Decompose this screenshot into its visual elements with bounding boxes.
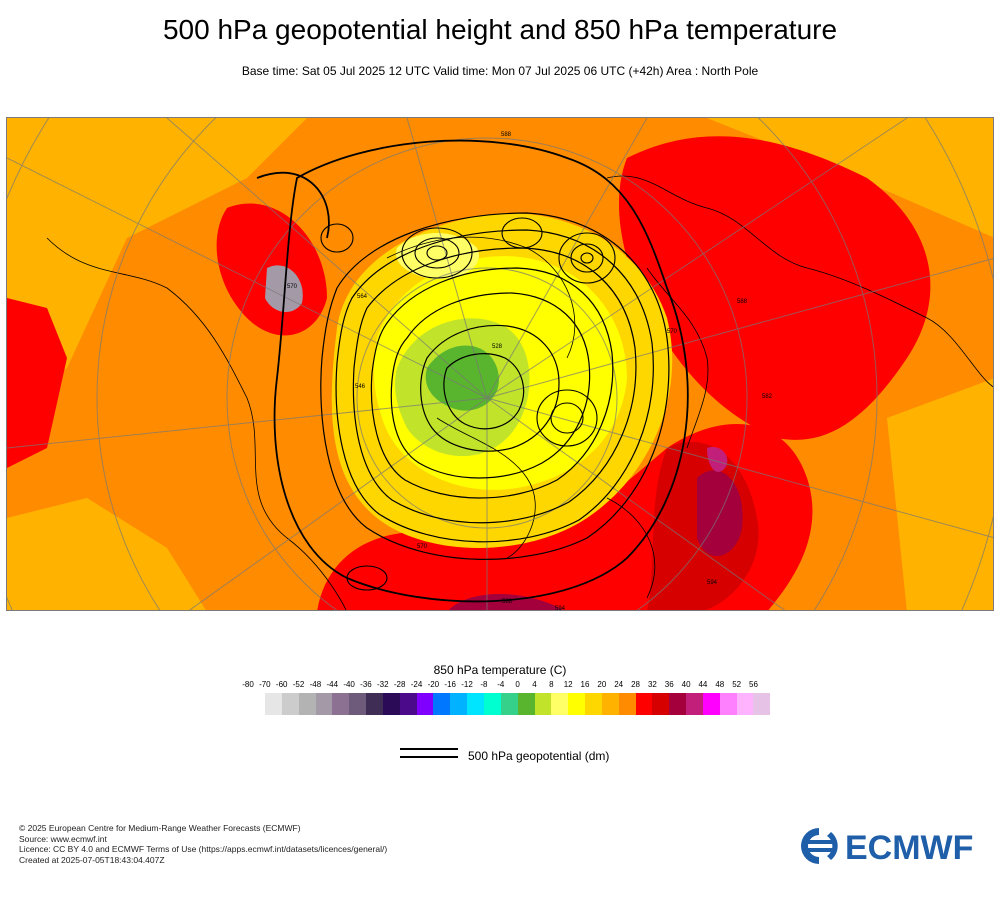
colorbar-tick-label: 44 [698, 680, 708, 689]
contour-label: 594 [555, 606, 566, 611]
colorbar-tick-label: -36 [360, 680, 372, 689]
colorbar-swatch [753, 693, 771, 715]
colorbar-swatch [366, 693, 383, 715]
colorbar-swatch [315, 693, 333, 715]
footer-licence: Licence: CC BY 4.0 and ECMWF Terms of Us… [19, 844, 388, 854]
footer-source: Source: www.ecmwf.int [19, 833, 107, 844]
colorbar-tick-label: 36 [664, 680, 674, 689]
colorbar-tick-label: -20 [427, 680, 440, 689]
contour-label: 564 [357, 294, 368, 300]
colorbar-swatch [265, 693, 282, 715]
contour-label: 570 [417, 544, 428, 550]
chart-subtitle: Base time: Sat 05 Jul 2025 12 UTC Valid … [241, 64, 759, 78]
contour-label: 570 [287, 284, 298, 290]
colorbar-tick-label: 4 [532, 680, 537, 689]
colorbar-tick-label: -4 [497, 680, 505, 689]
colorbar-tick-label: 12 [563, 680, 573, 689]
ecmwf-logo: ECMWF [801, 828, 973, 866]
colorbar-tick-label: 20 [597, 680, 607, 689]
colorbar-swatch [281, 693, 299, 715]
colorbar-tick-label: 52 [732, 680, 742, 689]
colorbar-tick-label: 24 [614, 680, 624, 689]
colorbar-tick-label: 16 [580, 680, 590, 689]
colorbar-tick-label: 40 [681, 680, 691, 689]
colorbar-swatch [298, 693, 316, 715]
colorbar-tick-label: -60 [275, 680, 288, 689]
contour-label: 594 [707, 580, 718, 586]
colorbar-tick-label: 8 [549, 680, 554, 689]
colorbar-tick-label: 32 [647, 680, 657, 689]
contour-label: 582 [762, 394, 773, 400]
contour-label: 570 [667, 329, 678, 335]
colorbar-swatch [601, 693, 619, 715]
colorbar-swatch [382, 693, 400, 715]
colorbar-swatch [652, 693, 670, 715]
colorbar-swatch [416, 693, 434, 715]
map-panel: 588 564 588 582 546 528 570 588 594 594 … [6, 117, 994, 611]
colorbar-tick-label: 48 [715, 680, 725, 689]
contour-label: 588 [502, 599, 513, 605]
colorbar-swatch [399, 693, 417, 715]
colorbar-swatch [618, 693, 636, 715]
colorbar-tick-label: -70 [259, 680, 271, 689]
colorbar-tick-label: 56 [749, 680, 758, 689]
colorbar-swatch [517, 693, 535, 715]
footer-copyright: © 2025 European Centre for Medium-Range … [19, 823, 301, 833]
colorbar-swatch [669, 693, 687, 715]
colorbar-swatch [433, 693, 451, 715]
contour-label: 546 [355, 384, 366, 390]
colorbar-tick-label: -52 [292, 680, 305, 689]
colorbar-swatch [500, 693, 518, 715]
colorbar-swatch [686, 693, 703, 715]
colorbar-title: 850 hPa temperature (C) [433, 663, 567, 677]
colorbar-tick-label: -40 [343, 680, 355, 689]
colorbar-swatch [450, 693, 468, 715]
colorbar-tick-label: -8 [480, 680, 488, 689]
contour-label: 588 [737, 299, 748, 305]
colorbar-tick-label: 0 [515, 680, 520, 689]
colorbar-tick-label: 28 [631, 680, 640, 689]
colorbar-tick-label: -24 [410, 680, 423, 689]
contour-label: 588 [501, 132, 512, 138]
colorbar-swatch [551, 693, 569, 715]
colorbar-tick-label: -16 [444, 680, 456, 689]
contour-label: 528 [492, 344, 503, 350]
colorbar-tick-label: -32 [377, 680, 389, 689]
geopotential-legend-symbol [400, 748, 458, 762]
colorbar-tick-label: -80 [242, 680, 254, 689]
colorbar-tick-label: -28 [393, 680, 406, 689]
colorbar-swatch [349, 693, 367, 715]
colorbar-swatch [568, 693, 586, 715]
colorbar-tick-label: -48 [309, 680, 322, 689]
colorbar-swatch [534, 693, 552, 715]
colorbar-labels: -80 -70 -60 -52 -48 -44 -40 -36 -32 -28 -24 -20 -16-… [240, 680, 760, 694]
colorbar-swatch [585, 693, 602, 715]
colorbar-swatch [483, 693, 501, 715]
footer: © 2025 European Centre for Medium-Range … [19, 823, 387, 865]
colorbar-swatch [467, 693, 484, 715]
colorbar [265, 693, 771, 715]
north-pole-map: 588 564 588 582 546 528 570 588 594 594 … [7, 118, 993, 611]
colorbar-swatch [332, 693, 350, 715]
colorbar-swatch [719, 693, 737, 715]
colorbar-tick-label: -44 [326, 680, 339, 689]
chart-title: 500 hPa geopotential height and 850 hPa … [162, 14, 838, 45]
colorbar-swatch [635, 693, 653, 715]
colorbar-swatch [702, 693, 720, 715]
footer-created: Created at 2025-07-05T18:43:04.407Z [19, 854, 165, 865]
svg-text:ECMWF: ECMWF [845, 829, 973, 866]
colorbar-tick-label: -12 [461, 680, 473, 689]
geopotential-legend-label: 500 hPa geopotential (dm) [468, 749, 610, 763]
colorbar-swatch [736, 693, 754, 715]
